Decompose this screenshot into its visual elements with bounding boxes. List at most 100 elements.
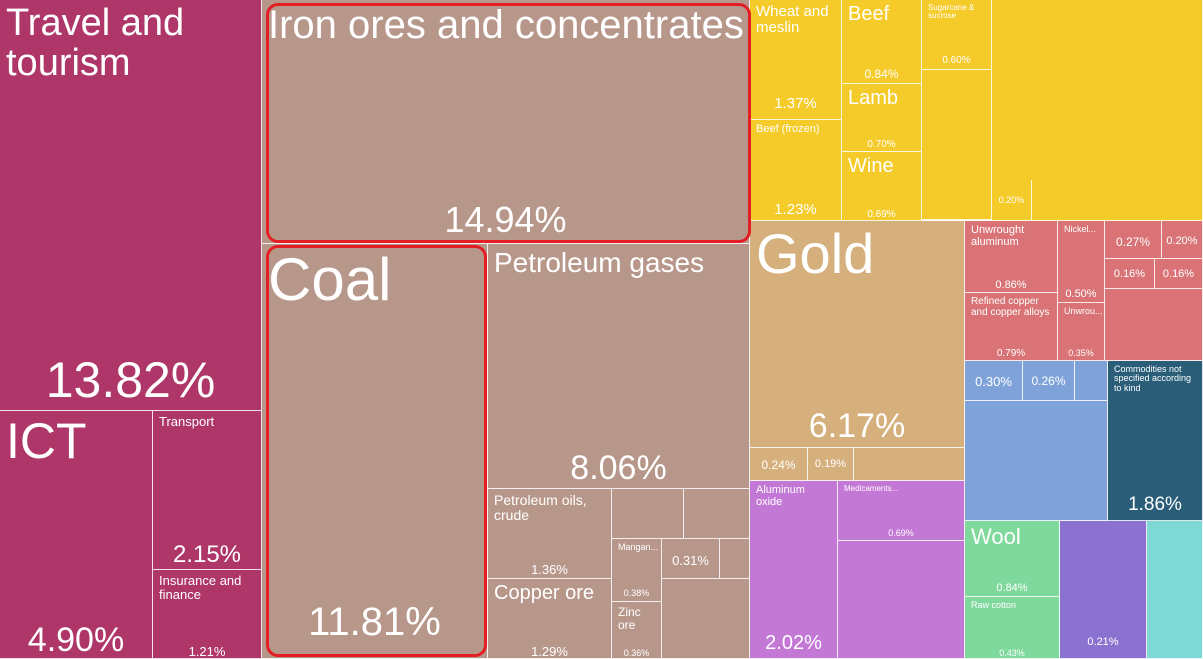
- treemap-cell: 0.24%: [750, 448, 808, 481]
- treemap-minor-cell: [854, 448, 965, 481]
- treemap-minor-cell: [1075, 361, 1108, 401]
- treemap-cell-value: 0.79%: [996, 348, 1026, 359]
- treemap-cell: Petroleum gases 8.06%: [488, 244, 750, 489]
- treemap-minor-cell: [720, 539, 750, 579]
- treemap-minor-cell: [612, 489, 684, 539]
- treemap-cell-value: 0.26%: [1031, 374, 1066, 388]
- treemap-cell-label: Beef (frozen): [756, 123, 820, 135]
- treemap-cell-value: 0.38%: [623, 588, 650, 598]
- treemap-minor-cell: [662, 579, 750, 659]
- treemap-cell: Copper ore 1.29%: [488, 579, 612, 659]
- treemap-cell-value: 0.36%: [623, 648, 650, 658]
- treemap-cell-label: Gold: [756, 222, 875, 285]
- treemap-cell: Refined copper and copper alloys 0.79%: [965, 293, 1058, 361]
- treemap-minor-cell: [838, 541, 965, 659]
- treemap-cell-label: Petroleum gases: [494, 247, 705, 278]
- treemap-cell: 0.21%: [1060, 521, 1147, 659]
- treemap-cell-value: 0.69%: [867, 209, 896, 220]
- treemap-cell: 0.19%: [808, 448, 854, 481]
- treemap-cell-label: ICT: [6, 413, 87, 469]
- treemap-cell: 0.16%: [1155, 259, 1203, 289]
- treemap-cell-value: 0.31%: [672, 553, 709, 568]
- treemap-cell: ICT 4.90%: [0, 411, 153, 659]
- treemap-cell-value: 0.84%: [864, 67, 899, 81]
- treemap-cell: Sugarcane & sucrose 0.60%: [922, 0, 992, 70]
- treemap-cell-label: Commodities not specified according to k…: [1114, 364, 1192, 393]
- treemap-cell-value: 8.06%: [570, 449, 667, 487]
- treemap-cell-value: 0.35%: [1068, 348, 1094, 358]
- treemap-cell: 0.30%: [965, 361, 1023, 401]
- treemap-cell-label: Unwrought aluminum: [971, 224, 1025, 248]
- treemap-cell-value: 0.16%: [1113, 268, 1146, 280]
- treemap-cell-value: 1.21%: [188, 644, 226, 659]
- treemap-cell: Medicaments... 0.69%: [838, 481, 965, 541]
- treemap-cell-value: 0.20%: [998, 195, 1025, 205]
- treemap-cell-value: 0.20%: [1166, 235, 1198, 247]
- treemap-cell-value: 0.43%: [999, 648, 1025, 658]
- treemap-cell-value: 2.15%: [172, 541, 242, 568]
- treemap-cell-label: Iron ores and concentrates: [268, 3, 744, 47]
- treemap-cell-label: Medicaments...: [844, 484, 899, 493]
- treemap-cell-label: Nickel...: [1064, 224, 1097, 234]
- treemap-cell-label: Wine: [848, 155, 894, 177]
- treemap-cell-label: Insurance and finance: [159, 573, 242, 602]
- treemap-cell-label: Mangan...: [618, 542, 659, 552]
- treemap-cell-label: Unwrou...: [1064, 306, 1103, 316]
- treemap-cell-value: 14.94%: [444, 199, 567, 240]
- treemap-cell-value: 1.23%: [774, 201, 817, 218]
- treemap-cell: Beef 0.84%: [842, 0, 922, 84]
- treemap-cell: Unwrought aluminum 0.86%: [965, 221, 1058, 293]
- treemap-cell-value: 0.60%: [942, 55, 971, 66]
- treemap-cell: Aluminum oxide 2.02%: [750, 481, 838, 659]
- treemap-cell: Beef (frozen) 1.23%: [750, 120, 842, 221]
- treemap-cell: Mangan... 0.38%: [612, 539, 662, 602]
- treemap-cell-value: 0.84%: [996, 582, 1028, 594]
- treemap-cell: Nickel... 0.50%: [1058, 221, 1105, 303]
- treemap-cell: Commodities not specified according to k…: [1108, 361, 1203, 521]
- treemap-cell-label: Wheat and meslin: [756, 3, 829, 36]
- treemap-cell: Travel and tourism 13.82%: [0, 0, 262, 411]
- treemap-cell: Wool 0.84%: [965, 521, 1060, 597]
- treemap-cell-label: Travel and tourism: [6, 2, 185, 84]
- treemap-cell-value: 0.16%: [1162, 268, 1195, 280]
- treemap-minor-cell: [684, 489, 750, 539]
- treemap-cell-value: 0.50%: [1065, 288, 1097, 300]
- treemap-cell: 0.20%: [1162, 221, 1203, 259]
- treemap-cell: Wheat and meslin 1.37%: [750, 0, 842, 120]
- treemap-cell-value: 1.29%: [531, 644, 568, 659]
- treemap-cell: Transport 2.15%: [153, 411, 262, 570]
- treemap-cell-value: 13.82%: [45, 352, 216, 408]
- treemap-cell: Iron ores and concentrates 14.94%: [262, 0, 750, 244]
- treemap-cell-value: 0.69%: [888, 528, 914, 538]
- treemap-cell-value: 11.81%: [308, 600, 441, 644]
- treemap-cell-value: 0.21%: [1087, 636, 1119, 648]
- treemap-cell-value: 2.02%: [765, 632, 822, 654]
- treemap-cell: 0.26%: [1023, 361, 1075, 401]
- treemap-minor-cell: [1105, 289, 1203, 361]
- treemap-cell-label: Raw cotton: [971, 600, 1017, 610]
- treemap-cell: Zinc ore 0.36%: [612, 602, 662, 659]
- treemap-cell: Wine 0.69%: [842, 152, 922, 221]
- treemap-cell: Gold 6.17%: [750, 221, 965, 448]
- treemap-cell-value: 0.19%: [814, 458, 847, 470]
- treemap-cell: Raw cotton 0.43%: [965, 597, 1060, 659]
- treemap-cell-label: Refined copper and copper alloys: [971, 296, 1050, 318]
- treemap-cell-label: Zinc ore: [618, 605, 641, 632]
- treemap-cell: 0.31%: [662, 539, 720, 579]
- treemap-cell: 0.27%: [1105, 221, 1162, 259]
- treemap-cell: [1147, 521, 1203, 659]
- treemap-cell-label: Copper ore: [494, 582, 595, 604]
- treemap-cell-label: Beef: [848, 3, 890, 25]
- treemap-cell: Petroleum oils, crude 1.36%: [488, 489, 612, 579]
- treemap-cell-label: Transport: [159, 414, 215, 429]
- treemap-cell-label: Coal: [268, 246, 392, 313]
- treemap-cell-label: Lamb: [848, 87, 899, 109]
- treemap-minor-cell: [965, 401, 1108, 521]
- treemap-cell: 0.20%: [992, 180, 1032, 221]
- treemap-cell-value: 0.86%: [995, 279, 1027, 291]
- treemap-cell-label: Aluminum oxide: [756, 484, 805, 508]
- treemap-cell-value: 0.24%: [761, 458, 796, 472]
- treemap-cell-value: 4.90%: [27, 621, 125, 659]
- treemap-cell-value: 0.30%: [975, 374, 1012, 389]
